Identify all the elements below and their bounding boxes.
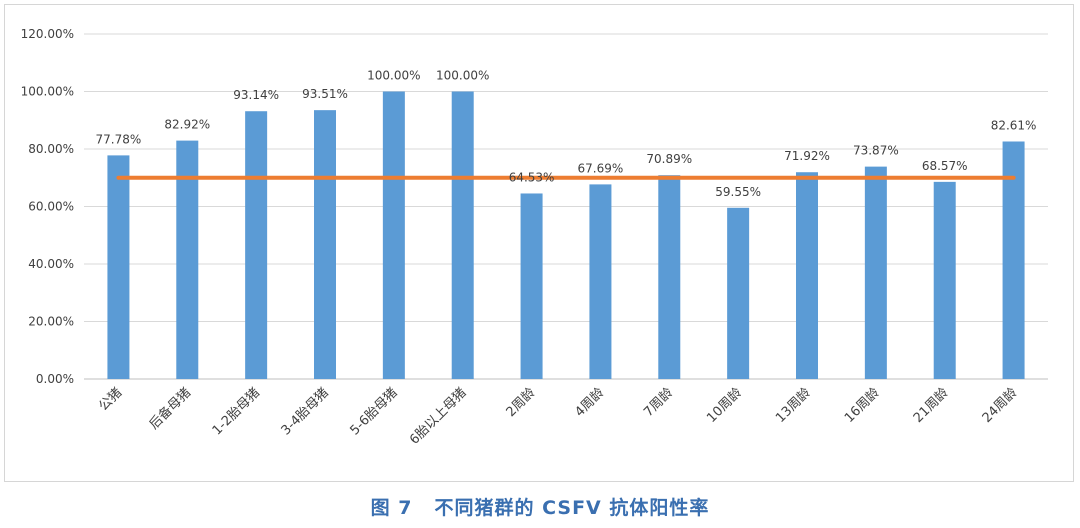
x-tick-label: 10周龄 [704, 385, 745, 426]
x-tick-label: 16周龄 [842, 385, 883, 426]
bar [520, 193, 543, 379]
x-tick-label: 4周龄 [572, 385, 607, 420]
data-label: 64.53% [509, 170, 555, 184]
bar [658, 175, 681, 379]
data-label: 67.69% [578, 161, 624, 175]
x-tick-label: 1-2胎母猪 [210, 385, 263, 438]
y-tick-label: 40.00% [28, 257, 74, 271]
data-labels: 77.78% 82.92% 93.14% 93.51% 100.00% 100.00% 64… [96, 69, 1037, 199]
y-tick-label: 60.00% [28, 200, 74, 214]
figure-label: 图 7 [370, 497, 413, 519]
bar [933, 181, 956, 379]
bar [796, 172, 818, 379]
data-label: 77.78% [96, 132, 142, 146]
bar [176, 140, 199, 379]
data-label: 71.92% [784, 149, 830, 163]
bar [107, 155, 130, 379]
x-tick-label: 5-6胎母猪 [347, 385, 400, 438]
data-label: 73.87% [853, 144, 899, 158]
bar [382, 91, 405, 379]
x-tick-label: 7周龄 [641, 385, 676, 420]
x-tick-label: 24周龄 [980, 385, 1021, 426]
bar-chart: 0.00% 20.00% 40.00% 60.00% 80.00% 100.00% 120.… [21, 27, 1048, 448]
gridlines [84, 33, 1048, 380]
x-tick-label: 公猪 [96, 385, 125, 414]
x-axis-tick-labels: 公猪 后备母猪 1-2胎母猪 3-4胎母猪 5-6胎母猪 6胎以上母猪 2周龄 4周龄 7周龄 1… [96, 385, 1020, 448]
data-label: 100.00% [367, 69, 420, 83]
y-tick-label: 120.00% [21, 27, 74, 41]
bar [451, 91, 474, 379]
bar [1002, 141, 1025, 379]
x-tick-label: 后备母猪 [146, 385, 194, 433]
data-label: 93.51% [302, 87, 348, 101]
bar [727, 207, 750, 379]
data-label: 93.14% [233, 88, 279, 102]
x-tick-label: 21周龄 [911, 385, 952, 426]
data-label: 59.55% [715, 185, 761, 199]
data-label: 82.92% [164, 118, 210, 132]
y-axis-tick-labels: 0.00% 20.00% 40.00% 60.00% 80.00% 100.00% 120.… [21, 27, 74, 386]
data-label: 100.00% [436, 69, 489, 83]
data-label: 68.57% [922, 159, 968, 173]
bars [107, 91, 1025, 379]
x-tick-label: 6胎以上母猪 [407, 385, 469, 447]
y-tick-label: 0.00% [36, 372, 74, 386]
y-tick-label: 80.00% [28, 142, 74, 156]
x-tick-label: 3-4胎母猪 [279, 385, 332, 438]
x-tick-label: 2周龄 [504, 385, 539, 420]
data-label: 82.61% [991, 118, 1037, 132]
bar [314, 110, 336, 379]
bar [589, 184, 612, 379]
y-tick-label: 100.00% [21, 85, 74, 99]
bar [245, 111, 268, 379]
x-tick-label: 13周龄 [773, 385, 814, 426]
y-tick-label: 20.00% [28, 315, 74, 329]
figure-title: 不同猪群的 CSFV 抗体阳性率 [434, 497, 710, 519]
figure-caption: 图 7 不同猪群的 CSFV 抗体阳性率 [0, 493, 1080, 520]
bar [864, 166, 887, 379]
data-label: 70.89% [646, 152, 692, 166]
